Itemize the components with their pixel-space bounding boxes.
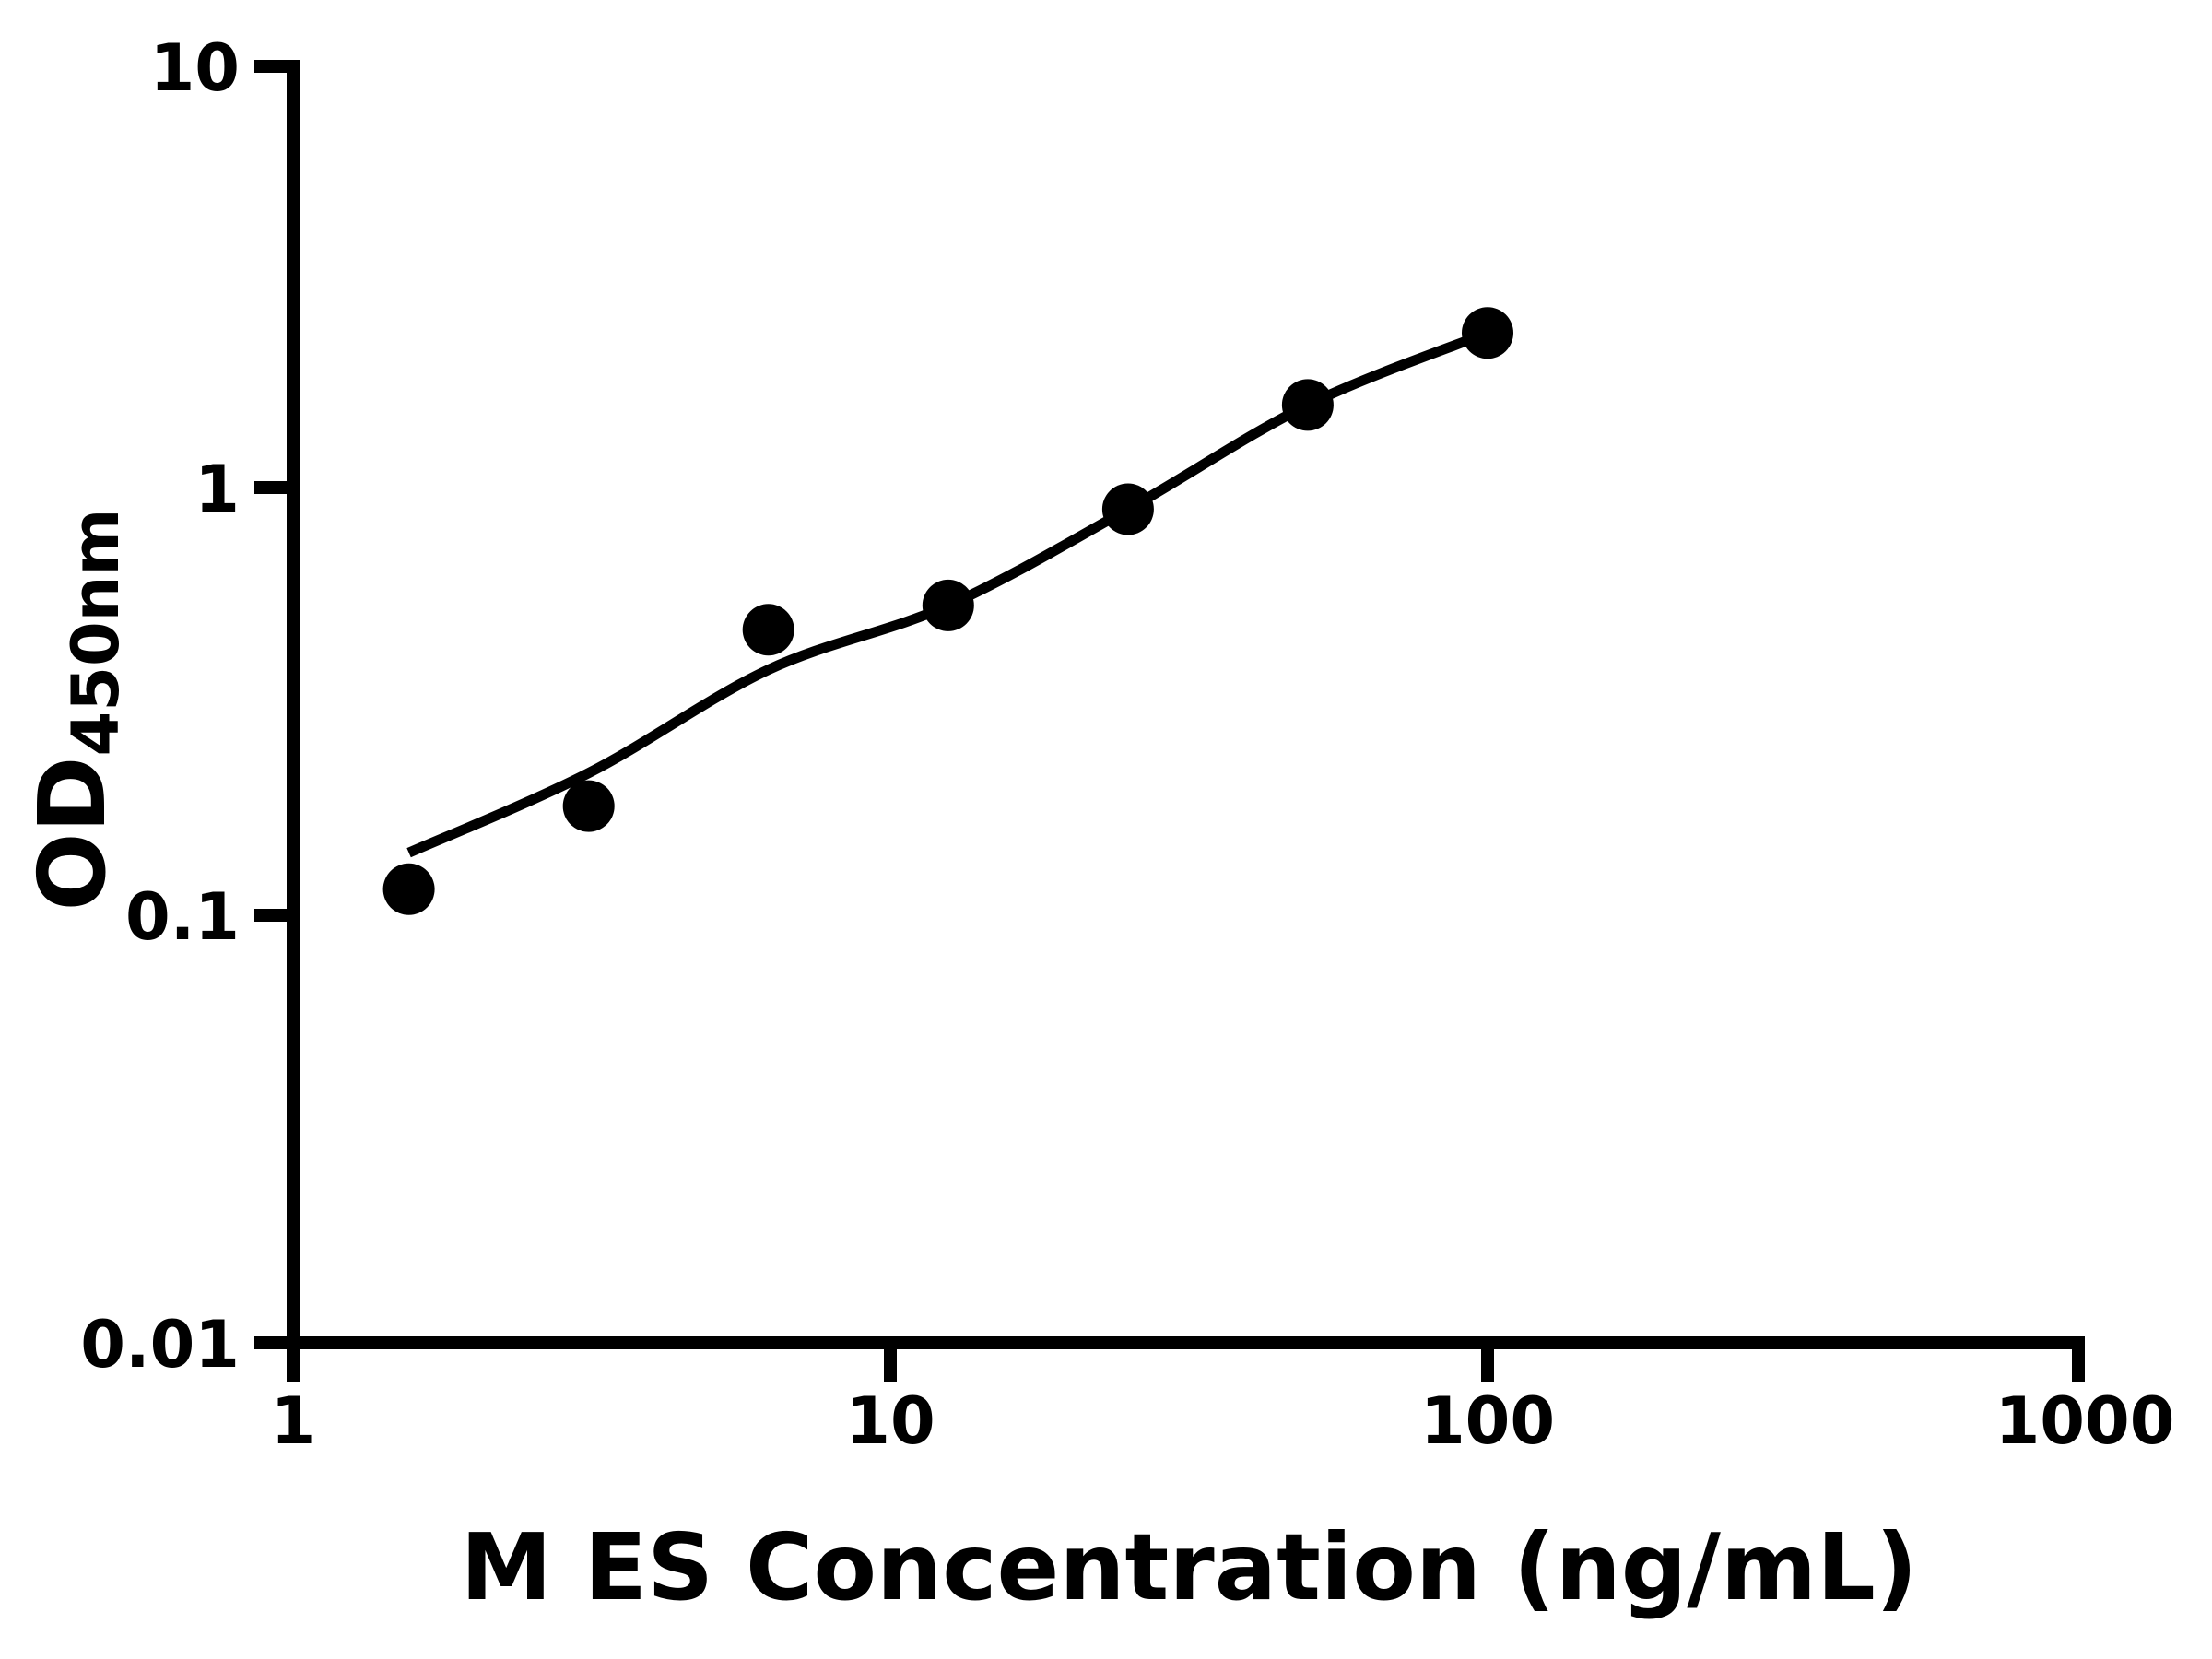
- data-point: [1462, 307, 1513, 359]
- data-point: [922, 579, 974, 631]
- data-point: [1281, 379, 1334, 431]
- data-point: [382, 863, 435, 915]
- x-axis-tick-label: 1000: [1995, 1383, 2175, 1459]
- x-axis-title: M ES Concentration (ng/mL): [460, 1513, 1917, 1621]
- data-point: [1101, 483, 1154, 535]
- x-axis-tick-label: 100: [1420, 1383, 1555, 1459]
- x-axis-tick-label: 10: [845, 1383, 935, 1459]
- y-axis-tick-label: 10: [150, 30, 240, 106]
- axes-spine: [287, 60, 2085, 1349]
- x-axis-tick-label: 1: [271, 1383, 316, 1459]
- data-point-layer: [382, 307, 1513, 915]
- y-axis-tick-label: 0.01: [80, 1307, 240, 1382]
- y-axis-tick-label: 1: [194, 452, 240, 527]
- y-axis-tick-label: 0.1: [125, 879, 240, 955]
- axis-tick-labels: 10 1 0.1 0.01 1 10 100 1000: [80, 30, 2174, 1459]
- axis-tick-marks: [254, 60, 2085, 1382]
- y-axis-title-main: OD: [18, 756, 126, 911]
- data-point: [742, 604, 794, 656]
- y-axis-title-subscript: 450nm: [58, 509, 134, 757]
- y-axis-title: OD450nm: [18, 509, 134, 912]
- data-point: [562, 780, 615, 832]
